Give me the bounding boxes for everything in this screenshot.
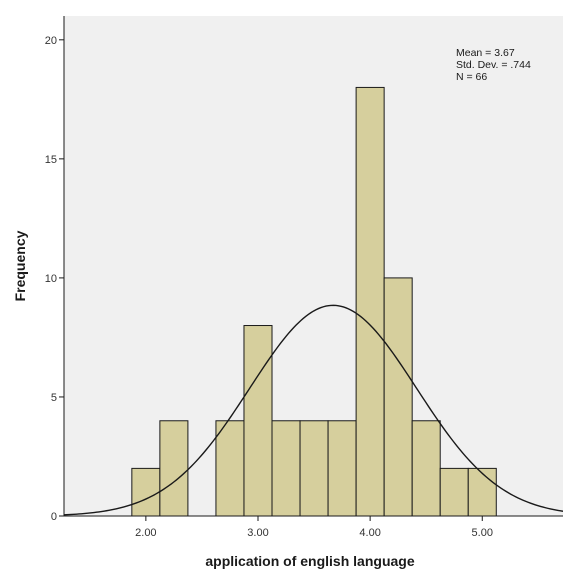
y-ticks: 0 5 10 15 20 bbox=[45, 35, 64, 523]
y-tick-label: 0 bbox=[51, 511, 57, 523]
bars-layer bbox=[131, 86, 497, 517]
histogram-bar bbox=[439, 467, 469, 517]
y-axis-title: Frequency bbox=[12, 230, 28, 301]
stats-mean: Mean = 3.67 bbox=[456, 47, 515, 59]
x-tick-label: 2.00 bbox=[135, 527, 156, 539]
stats-std-dev: Std. Dev. = .744 bbox=[456, 59, 531, 71]
stats-n: N = 66 bbox=[456, 71, 487, 83]
histogram-bar bbox=[467, 467, 497, 517]
histogram-bar bbox=[355, 86, 385, 517]
histogram-bar bbox=[159, 420, 189, 517]
normal-curve bbox=[63, 304, 563, 516]
x-tick-label: 3.00 bbox=[247, 527, 268, 539]
stats-legend: Mean = 3.67 Std. Dev. = .744 N = 66 bbox=[456, 47, 531, 83]
x-axis-title: application of english language bbox=[205, 553, 414, 569]
histogram-bar bbox=[299, 420, 329, 517]
histogram-bar bbox=[383, 277, 413, 517]
histogram-bar bbox=[327, 420, 357, 517]
y-tick-label: 20 bbox=[45, 35, 57, 47]
x-tick-label: 4.00 bbox=[359, 527, 380, 539]
x-ticks: 2.00 3.00 4.00 5.00 bbox=[135, 516, 493, 539]
histogram-bar bbox=[131, 467, 161, 517]
histogram-bar bbox=[271, 420, 301, 517]
y-tick-label: 15 bbox=[45, 154, 57, 166]
histogram-bar bbox=[243, 325, 273, 517]
histogram-bar bbox=[215, 420, 245, 517]
y-tick-label: 10 bbox=[45, 273, 57, 285]
x-tick-label: 5.00 bbox=[472, 527, 493, 539]
y-tick-label: 5 bbox=[51, 392, 57, 404]
histogram-bar bbox=[411, 420, 441, 517]
